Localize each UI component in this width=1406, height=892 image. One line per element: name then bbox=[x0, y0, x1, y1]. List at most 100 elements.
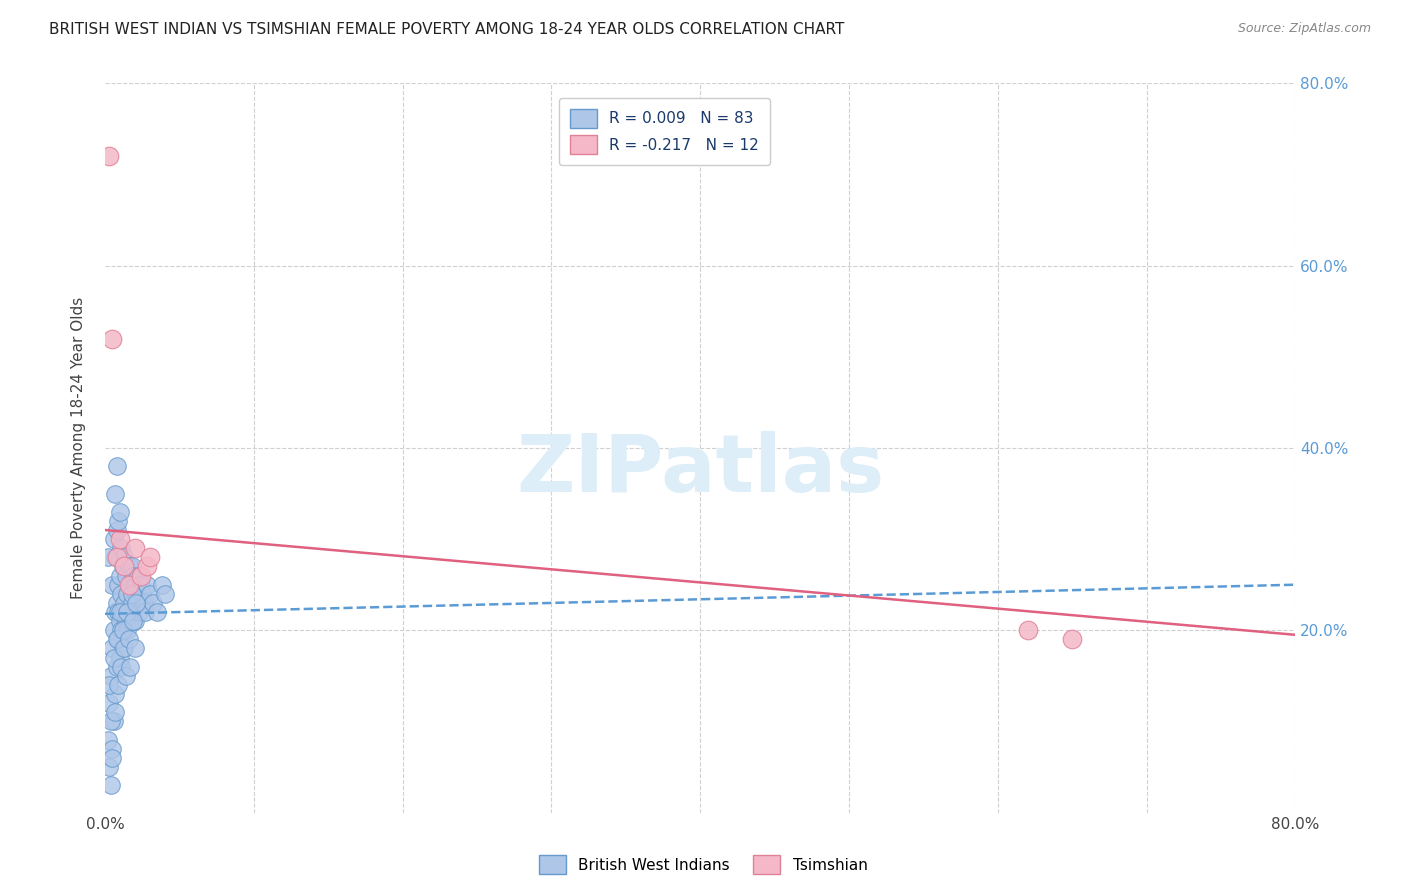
Point bbox=[124, 641, 146, 656]
Point bbox=[134, 605, 156, 619]
Point bbox=[138, 550, 160, 565]
Point bbox=[120, 614, 142, 628]
Point bbox=[110, 659, 132, 673]
Point bbox=[104, 550, 127, 565]
Point bbox=[101, 741, 124, 756]
Point bbox=[129, 568, 152, 582]
Point bbox=[107, 632, 129, 647]
Point bbox=[101, 332, 124, 346]
Point bbox=[125, 587, 148, 601]
Point bbox=[104, 486, 127, 500]
Point bbox=[108, 505, 131, 519]
Text: ZIPatlas: ZIPatlas bbox=[516, 431, 884, 508]
Point bbox=[135, 577, 157, 591]
Point bbox=[110, 624, 132, 638]
Point bbox=[107, 605, 129, 619]
Point bbox=[105, 596, 128, 610]
Point bbox=[1017, 624, 1039, 638]
Point bbox=[118, 605, 141, 619]
Point bbox=[97, 550, 120, 565]
Point bbox=[111, 641, 134, 656]
Point bbox=[98, 149, 121, 163]
Point bbox=[124, 577, 146, 591]
Point bbox=[114, 614, 136, 628]
Point bbox=[107, 514, 129, 528]
Point bbox=[114, 568, 136, 582]
Point bbox=[110, 541, 132, 556]
Point bbox=[112, 559, 135, 574]
Point bbox=[110, 587, 132, 601]
Point bbox=[120, 659, 142, 673]
Point bbox=[125, 596, 148, 610]
Point bbox=[138, 587, 160, 601]
Point bbox=[98, 760, 121, 774]
Point bbox=[132, 596, 155, 610]
Point bbox=[124, 541, 146, 556]
Point bbox=[105, 523, 128, 537]
Point bbox=[101, 641, 124, 656]
Point bbox=[100, 669, 122, 683]
Point bbox=[98, 696, 121, 710]
Point bbox=[127, 568, 149, 582]
Point bbox=[142, 596, 165, 610]
Point bbox=[105, 632, 128, 647]
Legend: British West Indians, Tsimshian: British West Indians, Tsimshian bbox=[533, 849, 873, 880]
Point bbox=[105, 459, 128, 474]
Y-axis label: Female Poverty Among 18-24 Year Olds: Female Poverty Among 18-24 Year Olds bbox=[72, 297, 86, 599]
Text: BRITISH WEST INDIAN VS TSIMSHIAN FEMALE POVERTY AMONG 18-24 YEAR OLDS CORRELATIO: BRITISH WEST INDIAN VS TSIMSHIAN FEMALE … bbox=[49, 22, 845, 37]
Point bbox=[103, 650, 125, 665]
Point bbox=[112, 550, 135, 565]
Point bbox=[98, 678, 121, 692]
Point bbox=[108, 605, 131, 619]
Point bbox=[112, 641, 135, 656]
Point bbox=[118, 577, 141, 591]
Point bbox=[104, 706, 127, 720]
Point bbox=[100, 778, 122, 792]
Point bbox=[101, 577, 124, 591]
Point bbox=[103, 532, 125, 546]
Point bbox=[150, 577, 173, 591]
Point bbox=[121, 596, 143, 610]
Point bbox=[108, 568, 131, 582]
Point bbox=[108, 650, 131, 665]
Point bbox=[117, 605, 139, 619]
Point bbox=[103, 624, 125, 638]
Point bbox=[105, 550, 128, 565]
Point bbox=[122, 614, 145, 628]
Point bbox=[104, 687, 127, 701]
Point bbox=[121, 559, 143, 574]
Point bbox=[105, 659, 128, 673]
Point bbox=[127, 596, 149, 610]
Point bbox=[114, 669, 136, 683]
Point bbox=[103, 714, 125, 729]
Point bbox=[118, 559, 141, 574]
Point bbox=[129, 577, 152, 591]
Point bbox=[122, 568, 145, 582]
Point bbox=[111, 605, 134, 619]
Point bbox=[111, 624, 134, 638]
Point bbox=[118, 632, 141, 647]
Legend: R = 0.009   N = 83, R = -0.217   N = 12: R = 0.009 N = 83, R = -0.217 N = 12 bbox=[560, 98, 770, 165]
Point bbox=[135, 559, 157, 574]
Point bbox=[108, 532, 131, 546]
Point bbox=[101, 751, 124, 765]
Point bbox=[1062, 632, 1084, 647]
Point bbox=[120, 577, 142, 591]
Point bbox=[131, 587, 153, 601]
Text: Source: ZipAtlas.com: Source: ZipAtlas.com bbox=[1237, 22, 1371, 36]
Point bbox=[146, 605, 169, 619]
Point bbox=[100, 714, 122, 729]
Point bbox=[153, 587, 176, 601]
Point bbox=[117, 587, 139, 601]
Point bbox=[117, 624, 139, 638]
Point bbox=[122, 605, 145, 619]
Point bbox=[124, 614, 146, 628]
Point bbox=[111, 559, 134, 574]
Point bbox=[97, 732, 120, 747]
Point bbox=[104, 605, 127, 619]
Point bbox=[112, 596, 135, 610]
Point bbox=[107, 577, 129, 591]
Point bbox=[108, 614, 131, 628]
Point bbox=[121, 587, 143, 601]
Point bbox=[107, 678, 129, 692]
